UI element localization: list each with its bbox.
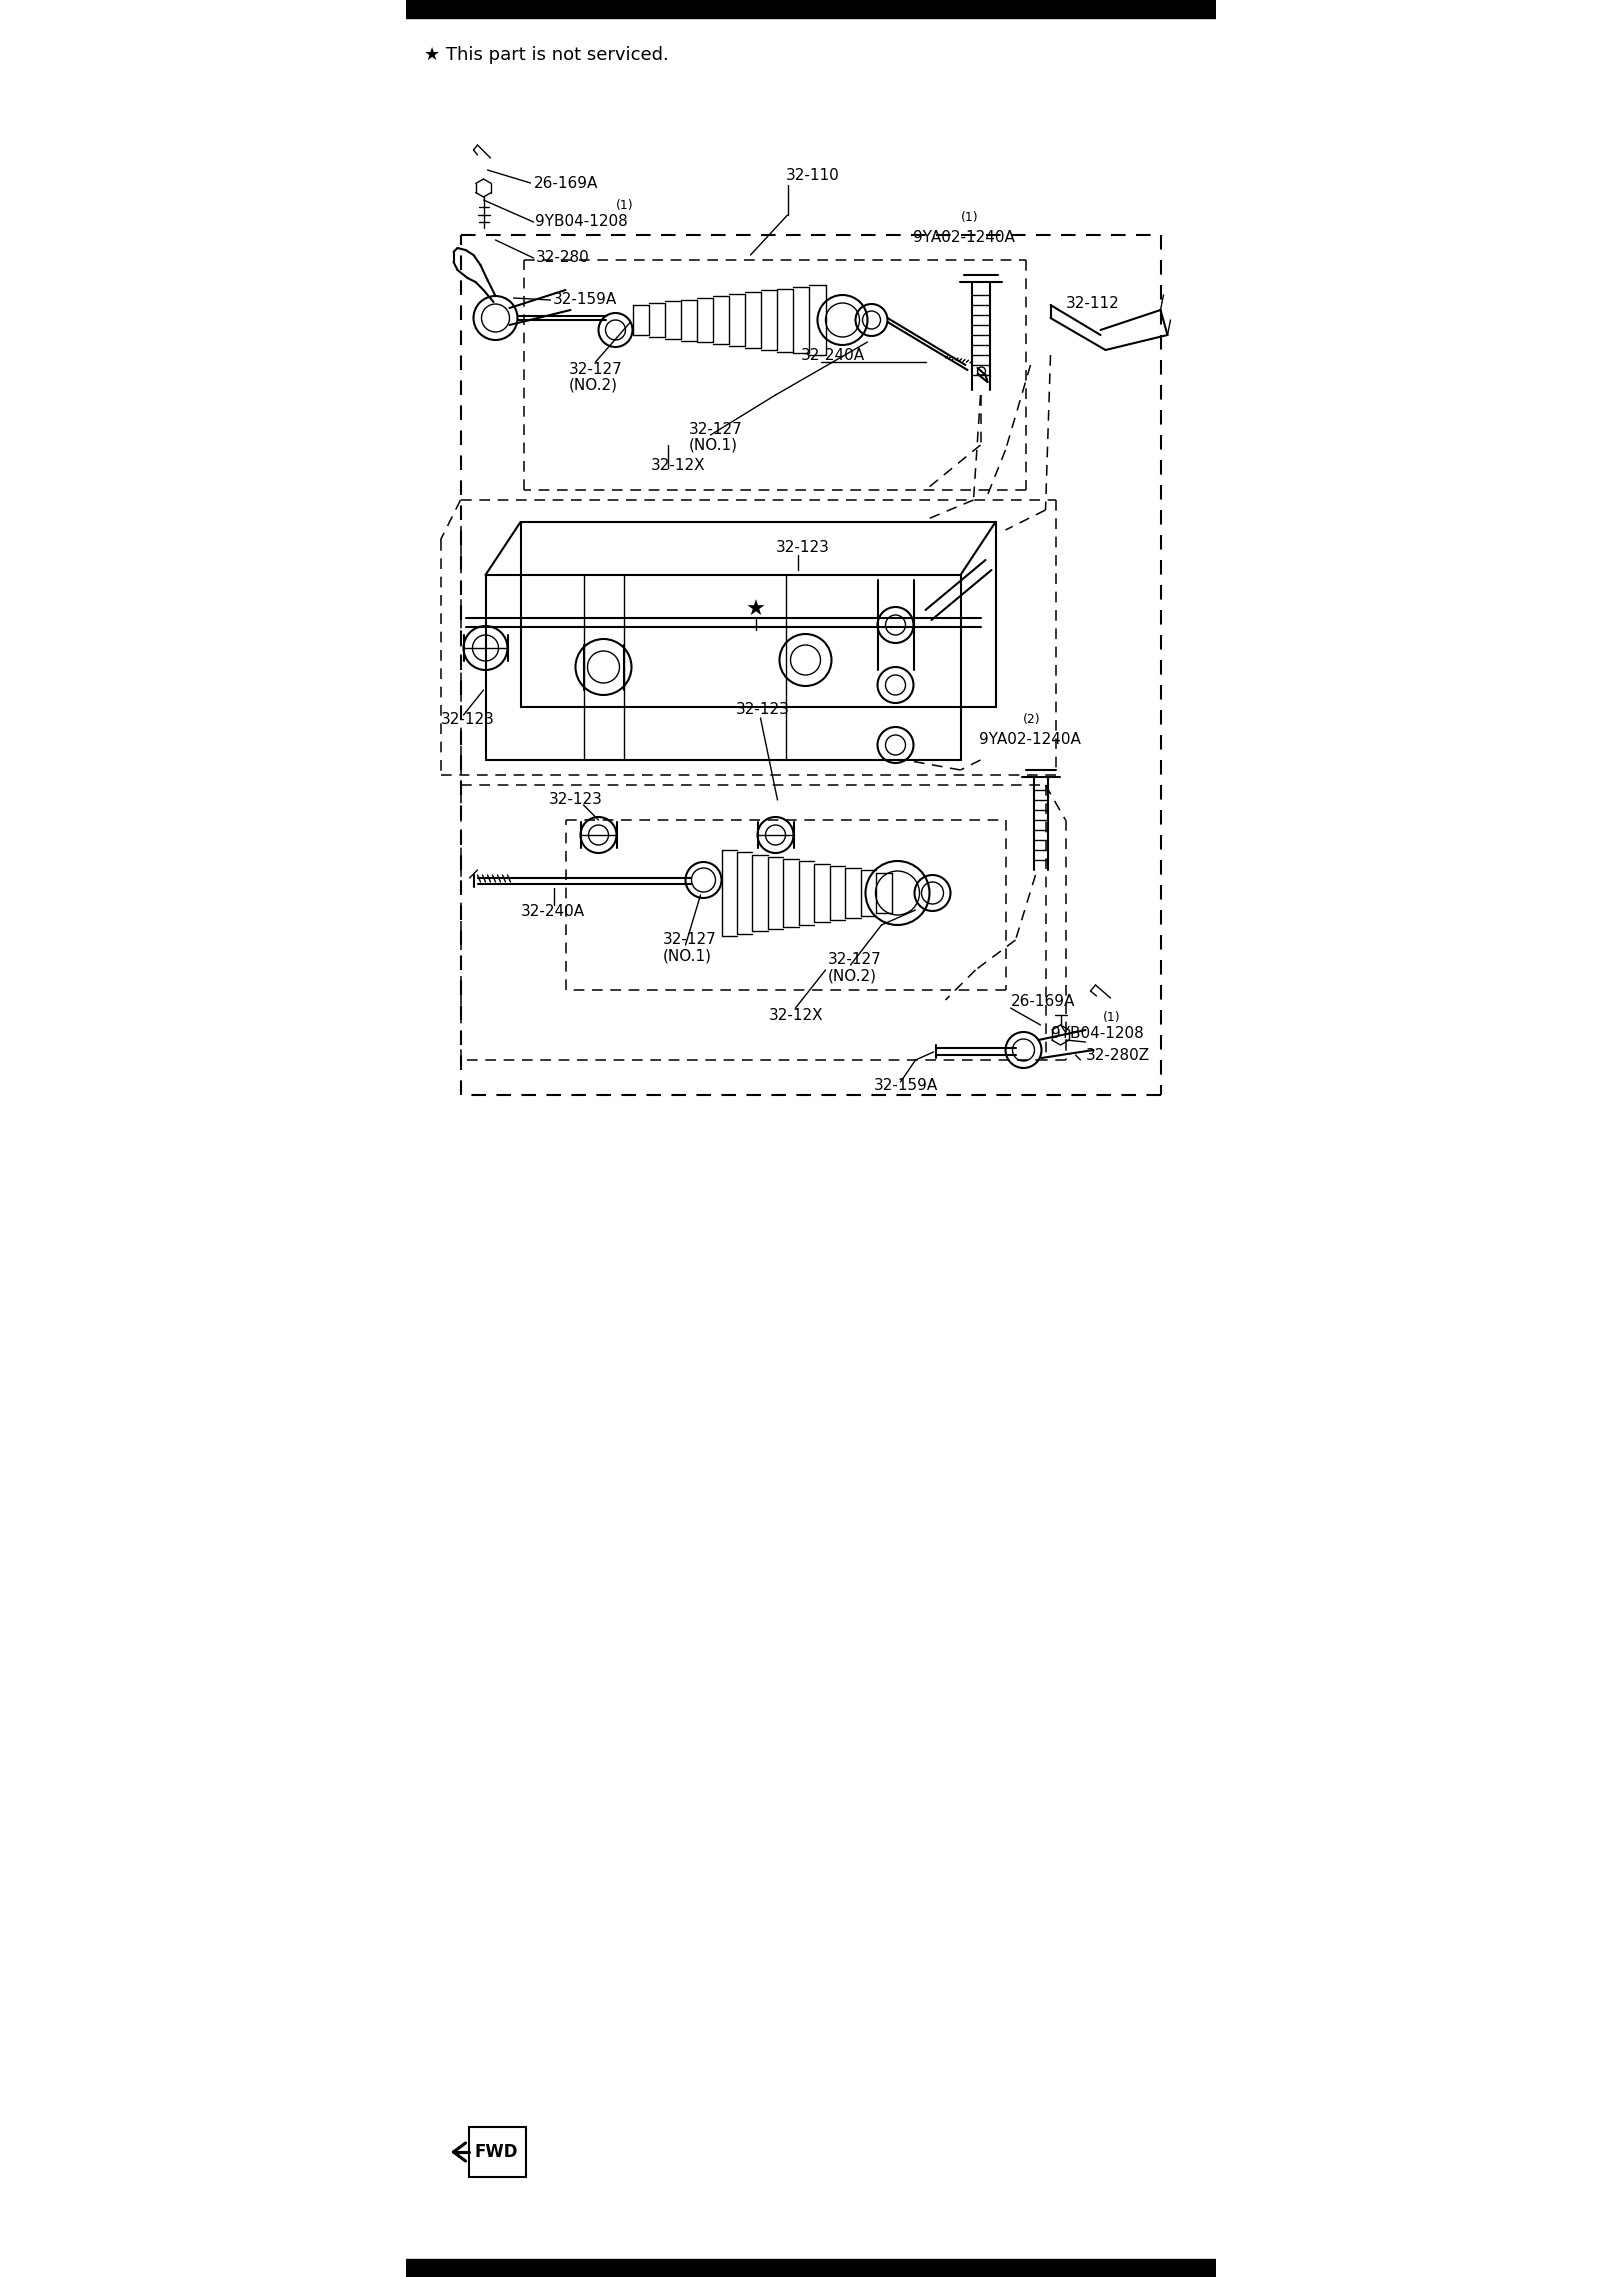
Text: 26-169A: 26-169A: [533, 175, 598, 191]
Text: 9YA02-1240A: 9YA02-1240A: [979, 733, 1080, 747]
Text: 32-127: 32-127: [827, 952, 882, 968]
Text: 32-159A: 32-159A: [874, 1077, 939, 1093]
Text: 32-12X: 32-12X: [650, 458, 705, 474]
Text: 32-127: 32-127: [569, 362, 622, 378]
Text: 32-280: 32-280: [535, 250, 590, 266]
Text: 32-123: 32-123: [441, 713, 494, 726]
Text: (NO.1): (NO.1): [689, 437, 738, 453]
Text: 32-123: 32-123: [548, 792, 603, 808]
Text: (1): (1): [961, 212, 977, 225]
Text: (NO.1): (NO.1): [663, 950, 712, 963]
Text: (1): (1): [616, 198, 634, 212]
Text: FWD: FWD: [475, 2143, 519, 2161]
Text: 32-12X: 32-12X: [768, 1006, 823, 1022]
Text: (1): (1): [1102, 1011, 1120, 1025]
Text: (2): (2): [1023, 713, 1041, 726]
Text: (NO.2): (NO.2): [569, 378, 618, 392]
Bar: [405, 0, 1216, 18]
Text: 9YB04-1208: 9YB04-1208: [535, 214, 629, 230]
Text: ★: ★: [746, 601, 765, 619]
Text: 32-240A: 32-240A: [520, 904, 585, 920]
Text: 32-112: 32-112: [1065, 296, 1118, 310]
Text: (NO.2): (NO.2): [827, 968, 877, 984]
Text: 32-127: 32-127: [689, 424, 742, 437]
Text: 9YB04-1208: 9YB04-1208: [1050, 1025, 1143, 1041]
Text: 9YA02-1240A: 9YA02-1240A: [914, 230, 1015, 246]
Text: 32-159A: 32-159A: [553, 291, 616, 307]
Text: 26-169A: 26-169A: [1010, 995, 1075, 1009]
Text: ★ This part is not serviced.: ★ This part is not serviced.: [423, 46, 668, 64]
Text: 32-280Z: 32-280Z: [1086, 1047, 1149, 1063]
Bar: [405, 2259, 1216, 2277]
Text: 32-123: 32-123: [736, 704, 789, 717]
Text: 32-240A: 32-240A: [801, 348, 864, 362]
Text: 32-127: 32-127: [663, 934, 716, 947]
Text: 32-123: 32-123: [775, 540, 830, 556]
Text: 32-110: 32-110: [786, 168, 840, 182]
